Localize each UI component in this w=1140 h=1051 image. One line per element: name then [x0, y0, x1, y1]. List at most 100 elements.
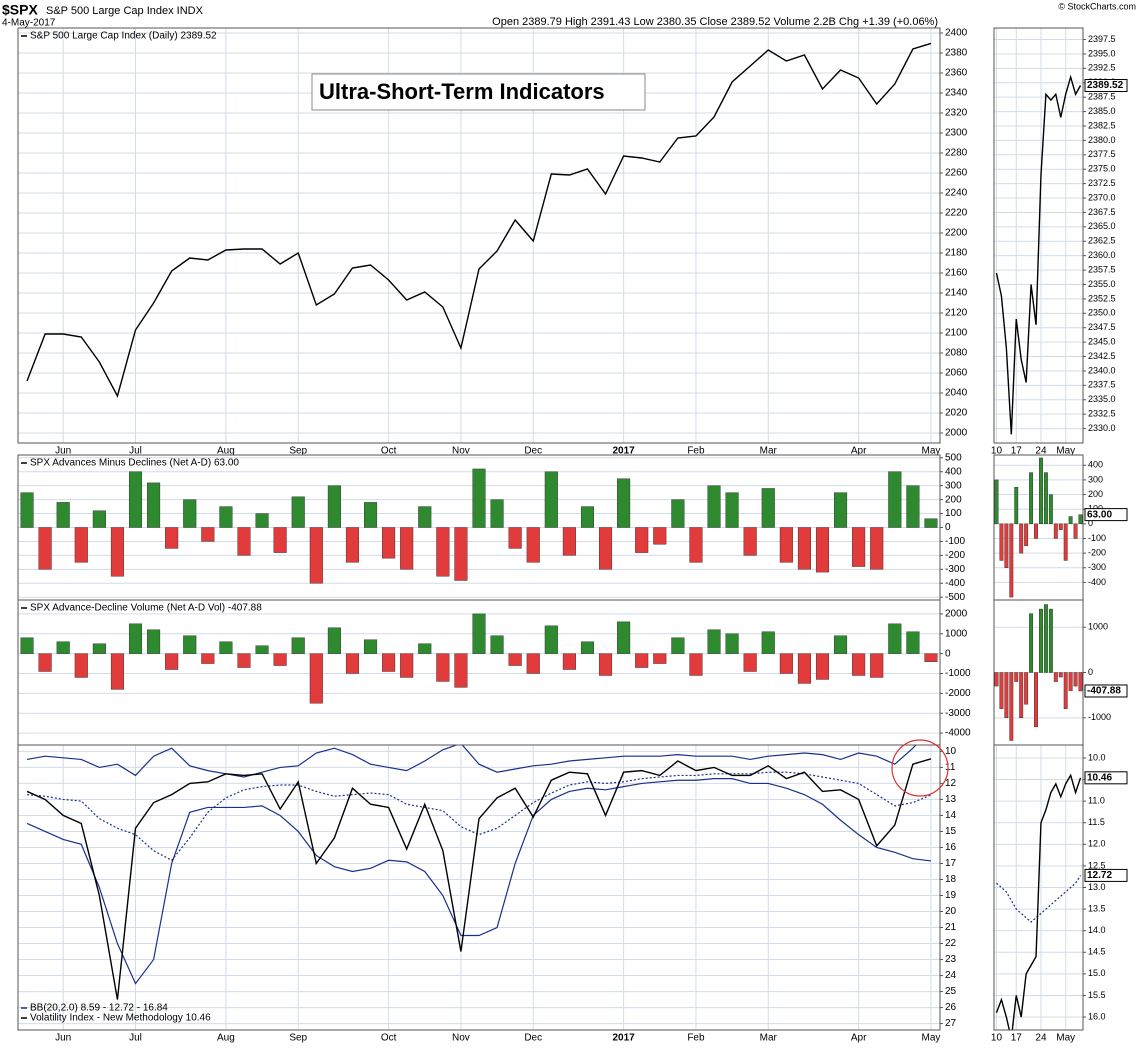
- y-tick-label: 2120: [945, 308, 968, 319]
- bar: [761, 631, 775, 654]
- x-tick-label: 2017: [613, 446, 636, 457]
- y-tick-label: 27: [945, 1018, 957, 1029]
- y-tick-label: -100: [1088, 533, 1106, 543]
- bar: [327, 485, 341, 528]
- y-tick-label: 2340: [945, 88, 968, 99]
- x-tick-label: Oct: [381, 1033, 397, 1044]
- bar: [418, 506, 432, 528]
- y-tick-label: 2040: [945, 388, 968, 399]
- bar: [1019, 523, 1024, 554]
- x-tick-label: Nov: [452, 1033, 470, 1044]
- y-tick-label: 2400: [945, 28, 968, 39]
- panel: [18, 613, 940, 734]
- bar: [418, 643, 432, 654]
- bar: [1043, 604, 1048, 673]
- quote: Open 2389.79 High 2391.43 Low 2380.35 Cl…: [492, 16, 938, 28]
- bar: [219, 641, 233, 654]
- bar: [1043, 472, 1048, 525]
- bar: [219, 506, 233, 528]
- value-marker-box: [1084, 868, 1128, 882]
- x-tick-label: Feb: [687, 1033, 705, 1044]
- y-tick-label: -400: [945, 578, 965, 589]
- y-tick-label: 2140: [945, 288, 968, 299]
- y-tick-label: 2397.5: [1088, 34, 1116, 44]
- bar: [617, 478, 631, 528]
- bar: [436, 527, 450, 577]
- bar: [92, 510, 106, 528]
- bar: [165, 527, 179, 549]
- panel: [18, 745, 940, 1030]
- bar: [544, 471, 558, 528]
- bar: [852, 653, 866, 676]
- value-marker-box: [1084, 79, 1128, 93]
- x-tick-label: May: [1056, 446, 1075, 457]
- bar: [924, 518, 938, 528]
- bar: [508, 527, 522, 549]
- bar: [201, 653, 215, 664]
- bar: [852, 527, 866, 567]
- bar: [1024, 672, 1029, 705]
- y-tick-label: 19: [945, 890, 957, 901]
- y-tick-label: 20: [945, 906, 957, 917]
- y-tick-label: -3000: [945, 708, 971, 719]
- bar: [291, 496, 305, 528]
- y-tick-label: 2080: [945, 348, 968, 359]
- legend-label: SPX Advances Minus Declines (Net A-D) 63…: [30, 458, 239, 469]
- y-tick-label: -200: [945, 550, 965, 561]
- bar: [1063, 523, 1068, 561]
- bar: [725, 492, 739, 528]
- y-tick-label: 500: [945, 452, 962, 463]
- bar: [1053, 672, 1058, 682]
- bar: [870, 653, 884, 678]
- y-tick-label: 15: [945, 826, 957, 837]
- value-marker-label: 2389.52: [1087, 80, 1124, 91]
- y-tick-label: 12.0: [1088, 839, 1106, 849]
- bar: [1048, 608, 1053, 673]
- y-tick-label: 2335.0: [1088, 394, 1116, 404]
- y-tick-label: -300: [1088, 562, 1106, 572]
- bar: [635, 653, 649, 668]
- bar: [635, 527, 649, 553]
- bar: [815, 527, 830, 573]
- y-tick-label: 200: [1088, 489, 1103, 499]
- bar: [74, 527, 88, 563]
- bar: [1024, 523, 1029, 547]
- y-tick-label: 2280: [945, 148, 968, 159]
- panel: [994, 745, 1083, 1030]
- bar: [1048, 494, 1053, 525]
- bar: [526, 527, 540, 563]
- bar: [1058, 672, 1063, 678]
- bar: [165, 653, 179, 670]
- panel: [18, 457, 940, 598]
- y-tick-label: 2355.0: [1088, 279, 1116, 289]
- value-marker-label: -407.88: [1087, 686, 1121, 697]
- x-tick-label: Dec: [524, 1033, 542, 1044]
- y-tick-label: 15.0: [1088, 968, 1106, 978]
- x-tick-label: 10: [991, 446, 1003, 457]
- y-tick-label: 0: [945, 522, 951, 533]
- y-tick-label: 11.5: [1088, 817, 1105, 827]
- y-tick-label: 12.5: [1088, 860, 1106, 870]
- bar: [1004, 523, 1009, 568]
- bar: [454, 527, 468, 581]
- x-tick-label: May: [922, 446, 941, 457]
- value-marker-box: [1084, 508, 1128, 522]
- bar: [1068, 516, 1073, 525]
- legend-label: S&P 500 Large Cap Index (Daily) 2389.52: [30, 31, 217, 42]
- bar: [128, 471, 143, 528]
- bar: [255, 645, 269, 654]
- bar: [1039, 457, 1043, 525]
- y-tick-label: 2337.5: [1088, 380, 1116, 390]
- bar: [327, 627, 341, 654]
- y-tick-label: 2100: [945, 328, 968, 339]
- x-tick-label: Nov: [452, 446, 470, 457]
- bar: [779, 653, 793, 674]
- value-marker-box: [1084, 771, 1128, 785]
- bar: [1014, 487, 1019, 525]
- series-line: [26, 745, 917, 778]
- y-tick-label: 2357.5: [1088, 264, 1116, 274]
- bar: [888, 623, 902, 654]
- bar: [994, 672, 999, 687]
- bar: [345, 653, 359, 674]
- x-tick-label: Jun: [55, 446, 71, 457]
